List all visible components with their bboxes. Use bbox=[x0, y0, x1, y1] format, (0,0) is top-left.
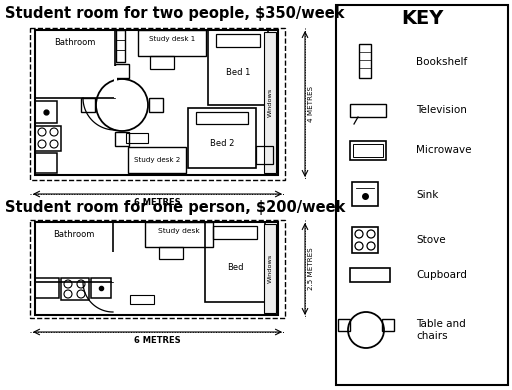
Text: Television: Television bbox=[416, 105, 467, 115]
FancyBboxPatch shape bbox=[264, 32, 276, 173]
Text: Sink: Sink bbox=[416, 190, 438, 200]
Text: Student room for two people, $350/week: Student room for two people, $350/week bbox=[5, 6, 345, 21]
Text: Bookshelf: Bookshelf bbox=[416, 57, 467, 67]
Text: Microwave: Microwave bbox=[416, 145, 472, 155]
Text: Bed: Bed bbox=[227, 262, 243, 271]
Text: 6 METRES: 6 METRES bbox=[134, 198, 181, 207]
Text: Study desk: Study desk bbox=[158, 228, 200, 234]
FancyBboxPatch shape bbox=[114, 66, 117, 98]
Text: 4 METRES: 4 METRES bbox=[308, 86, 314, 122]
Text: Bathroom: Bathroom bbox=[53, 230, 95, 239]
Text: Windows: Windows bbox=[267, 254, 272, 283]
Text: Table and
chairs: Table and chairs bbox=[416, 319, 466, 341]
Text: 6 METRES: 6 METRES bbox=[134, 336, 181, 345]
Text: Study desk 2: Study desk 2 bbox=[134, 157, 180, 163]
Text: Bathroom: Bathroom bbox=[54, 38, 96, 47]
FancyBboxPatch shape bbox=[264, 224, 276, 313]
Text: Stove: Stove bbox=[416, 235, 445, 245]
Text: Student room for one person, $200/week: Student room for one person, $200/week bbox=[5, 200, 346, 215]
Text: Bed 1: Bed 1 bbox=[226, 68, 250, 77]
FancyBboxPatch shape bbox=[112, 252, 115, 282]
Text: Cupboard: Cupboard bbox=[416, 270, 467, 280]
Text: Study desk 1: Study desk 1 bbox=[149, 36, 195, 42]
Text: 2.5 METRES: 2.5 METRES bbox=[308, 248, 314, 290]
Text: Bed 2: Bed 2 bbox=[210, 138, 234, 147]
FancyBboxPatch shape bbox=[336, 5, 508, 385]
Text: KEY: KEY bbox=[401, 9, 443, 28]
Text: Windows: Windows bbox=[267, 88, 272, 117]
